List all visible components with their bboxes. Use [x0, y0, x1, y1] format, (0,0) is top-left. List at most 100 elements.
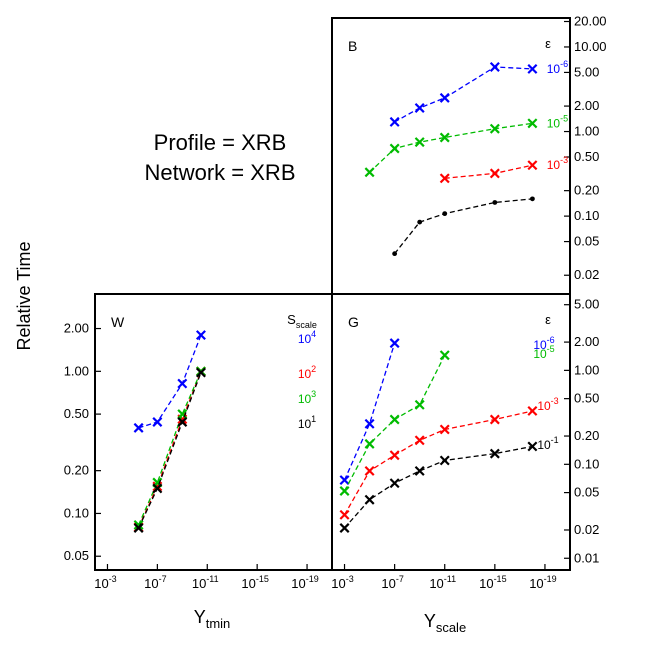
- series-b-2: [439, 160, 538, 184]
- y-tick-label: 0.10: [574, 208, 599, 223]
- data-point: [414, 435, 425, 446]
- legend-entry: 10-5: [547, 113, 568, 130]
- data-point: [527, 118, 538, 129]
- x-tick-label: 10-19: [529, 574, 556, 591]
- data-point: [339, 475, 350, 486]
- series-w-3: [133, 367, 206, 533]
- y-tick-label: 2.00: [574, 98, 599, 113]
- legend-entry: 10-1: [537, 435, 558, 452]
- y-tick-label: 0.02: [574, 522, 599, 537]
- x-tick-label: 10-11: [192, 574, 219, 591]
- series-line: [444, 164, 533, 179]
- data-point: [489, 123, 500, 134]
- x-tick-label: 10-3: [331, 574, 353, 591]
- frame-panel-w: [94, 293, 333, 571]
- series-line: [138, 334, 202, 429]
- y-tick-label: 2.00: [574, 334, 599, 349]
- data-point: [364, 167, 375, 178]
- x-tick-label: 10-3: [94, 574, 116, 591]
- legend-entry: 103: [298, 389, 316, 406]
- data-point: [527, 160, 538, 171]
- data-point: [489, 448, 500, 459]
- x-axis-label-left-sub: tmin: [206, 616, 231, 631]
- legend-entry: 10-6: [547, 59, 568, 76]
- y-tick-label: 0.20: [574, 428, 599, 443]
- data-point: [364, 418, 375, 429]
- series-line: [343, 342, 396, 481]
- x-axis-label-left-base: Y: [194, 607, 206, 627]
- data-point: [417, 219, 423, 225]
- legend-entry: 10-6: [533, 335, 554, 352]
- y-tick-label: 0.10: [574, 456, 599, 471]
- series-line: [394, 66, 533, 123]
- data-point: [389, 116, 400, 127]
- data-point: [414, 399, 425, 410]
- legend-title: ε: [545, 36, 551, 51]
- x-axis-label-right-base: Y: [424, 611, 436, 631]
- data-point: [364, 494, 375, 505]
- legend-entry: 10-3: [547, 155, 568, 172]
- data-point: [442, 211, 448, 217]
- data-point: [439, 173, 450, 184]
- y-tick-label: 0.50: [574, 149, 599, 164]
- series-g-2: [339, 405, 538, 520]
- data-point: [489, 168, 500, 179]
- data-point: [530, 196, 535, 202]
- panel-g: G 5.00 2.00 1.00 0.50 0.20 0.10 0.05 0.02 0.01 10-…: [331, 297, 599, 591]
- x-axis-label-right-sub: scale: [436, 620, 466, 635]
- data-point: [339, 523, 350, 533]
- data-point: [339, 509, 350, 520]
- x-axis-label-left: Ytmin: [194, 607, 231, 631]
- data-point: [133, 422, 144, 433]
- series-w-0: [133, 330, 206, 433]
- x-tick-label: 10-19: [291, 574, 318, 591]
- panel-label-w: W: [111, 314, 125, 330]
- frame-panel-g: [331, 293, 571, 571]
- y-tick-label: 0.05: [574, 485, 599, 500]
- series-w-2: [133, 366, 206, 530]
- data-point: [439, 455, 450, 466]
- y-tick-label: 1.00: [574, 362, 599, 377]
- y-tick-label: 0.05: [64, 548, 89, 563]
- data-point: [133, 519, 144, 530]
- data-point: [527, 63, 538, 74]
- data-point: [489, 414, 500, 425]
- data-point: [364, 438, 375, 449]
- y-tick-label: 1.00: [574, 124, 599, 139]
- panel-w: W 2.00 1.00 0.50 0.20 0.10 0.05 10-3 10-7 10-11 10…: [64, 312, 319, 591]
- series-g-3: [339, 441, 538, 533]
- data-point: [152, 417, 163, 427]
- x-tick-label: 10-11: [429, 574, 456, 591]
- series-b-1: [364, 118, 538, 178]
- x-tick-label: 10-15: [479, 574, 506, 591]
- panel-label-g: G: [348, 314, 359, 330]
- y-tick-label: 0.50: [574, 391, 599, 406]
- y-tick-label: 0.20: [64, 463, 89, 478]
- data-point: [364, 465, 375, 476]
- data-point: [527, 441, 538, 452]
- legend-entry: 102: [298, 364, 316, 381]
- series-line: [343, 354, 446, 492]
- legend-entry: 101: [298, 414, 316, 431]
- series-g-0: [339, 338, 400, 486]
- data-point: [439, 424, 450, 435]
- data-point: [177, 378, 188, 389]
- y-axis-label: Relative Time: [14, 241, 34, 350]
- data-point: [339, 486, 350, 496]
- legend-title: Sscale: [287, 312, 317, 330]
- y-tick-label: 0.10: [64, 505, 89, 520]
- data-point: [489, 61, 500, 72]
- data-point: [414, 102, 425, 113]
- data-point: [177, 417, 188, 427]
- data-point: [152, 481, 163, 492]
- data-point: [389, 450, 400, 461]
- y-tick-label: 0.50: [64, 406, 89, 421]
- y-tick-label: 0.01: [574, 550, 599, 565]
- data-point: [177, 409, 188, 420]
- data-point: [439, 350, 450, 361]
- series-b-3: [392, 196, 535, 257]
- legend-entry: 104: [298, 329, 316, 346]
- legend-title: ε: [545, 312, 551, 327]
- series-line: [137, 371, 202, 526]
